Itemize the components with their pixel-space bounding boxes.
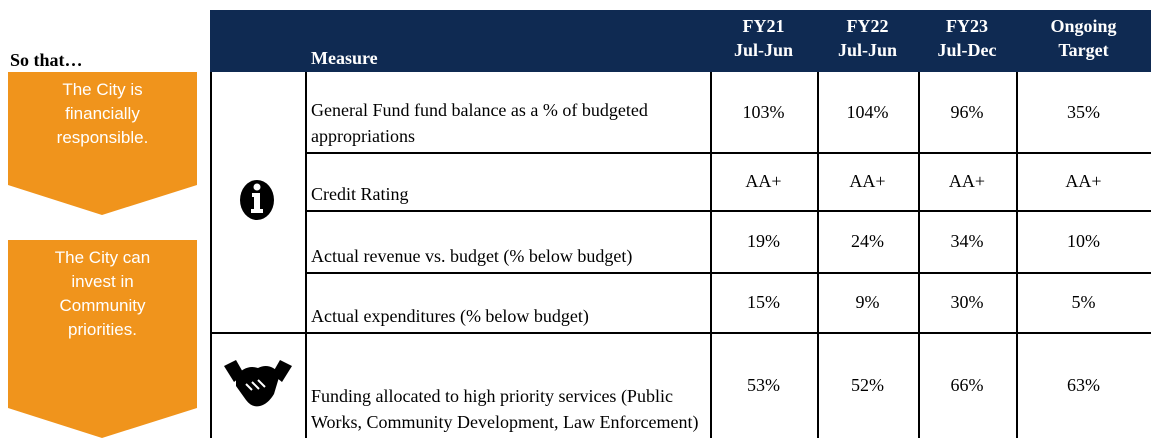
header-cell: Jul-Jun (837, 40, 898, 60)
value-cell: 9% (855, 291, 880, 312)
arrow-shape (8, 240, 197, 438)
value-cell: AA+ (849, 170, 886, 191)
arrow-text: The City can (54, 248, 151, 267)
header-cell: FY23 (946, 16, 988, 36)
table-header (210, 10, 1151, 72)
header-cell: Target (1058, 40, 1109, 60)
value-cell: 104% (846, 101, 889, 122)
value-cell: 96% (950, 101, 984, 122)
value-cell: AA+ (1065, 170, 1102, 191)
value-cell: 63% (1067, 374, 1100, 395)
arrows (8, 72, 197, 438)
measure-cell: Credit Rating (311, 184, 409, 204)
arrow-text: priorities. (68, 320, 137, 339)
header-cell: Ongoing (1050, 16, 1117, 36)
header-cell: Measure (311, 48, 378, 68)
header-cell: Jul-Jun (733, 40, 794, 60)
measure-cell: General Fund fund balance as a % of budg… (311, 100, 648, 146)
value-cell: 35% (1067, 101, 1100, 122)
column-line (305, 72, 307, 438)
value-cell: 10% (1067, 230, 1100, 251)
arrow-text: The City is (62, 80, 143, 99)
section-label: So that… (10, 50, 83, 70)
row-line (210, 332, 1151, 334)
column-line (918, 72, 920, 438)
arrow-text: Community (59, 296, 146, 315)
value-cell: 53% (747, 374, 780, 395)
arrow-text: invest in (71, 272, 134, 291)
column-line (1016, 72, 1018, 438)
value-cell: 19% (747, 230, 780, 251)
column-line (817, 72, 819, 438)
value-cell: 52% (851, 374, 884, 395)
value-cell: 30% (950, 291, 984, 312)
info-icon (240, 180, 274, 220)
column-line (710, 72, 712, 438)
row-line (305, 210, 1151, 212)
header-cell: Jul-Dec (937, 40, 997, 60)
row-line (305, 152, 1151, 154)
handshake-icon (224, 360, 292, 407)
arrow-text: responsible. (56, 128, 149, 147)
arrow-text: financially (65, 104, 140, 123)
value-cell: 34% (950, 230, 984, 251)
value-cell: 24% (851, 230, 884, 251)
measure-cell: Funding allocated to high priority servi… (311, 386, 699, 432)
arrow-shape (8, 72, 197, 215)
value-cell: 5% (1071, 291, 1096, 312)
measure-cell: Actual revenue vs. budget (% below budge… (311, 246, 633, 266)
row-line (305, 272, 1151, 274)
value-cell: AA+ (745, 170, 782, 191)
header-cell: FY21 (742, 16, 785, 36)
value-cell: 66% (950, 374, 984, 395)
value-cell: AA+ (948, 170, 986, 191)
header-cell: FY22 (846, 16, 889, 36)
value-cell: 15% (747, 291, 780, 312)
column-line (210, 72, 212, 438)
measure-cell: Actual expenditures (% below budget) (311, 306, 589, 326)
value-cell: 103% (742, 101, 785, 122)
